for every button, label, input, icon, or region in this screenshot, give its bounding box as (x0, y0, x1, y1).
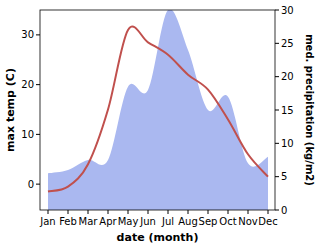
tick-label: 25 (281, 38, 294, 49)
tick (128, 210, 129, 214)
precipitation-area (48, 10, 268, 210)
tick (36, 84, 40, 85)
tick-label: 5 (281, 171, 287, 182)
tick-label: Jun (139, 216, 156, 227)
tick (275, 110, 279, 111)
tick (148, 210, 149, 214)
tick (168, 210, 169, 214)
frame (40, 10, 275, 210)
tick-label: Aug (178, 216, 198, 227)
axis-label: max temp (C) (4, 68, 17, 152)
tick-label: 10 (21, 129, 34, 140)
tick-label: Jul (161, 216, 174, 227)
tick (68, 210, 69, 214)
tick (268, 210, 269, 214)
temp-line (48, 26, 268, 191)
tick (275, 10, 279, 11)
tick (48, 210, 49, 214)
chart: 0 10 20 30 0 5 10 15 20 25 30 Jan FebMarAprMayJun Jul… (0, 0, 318, 247)
tick (228, 210, 229, 214)
tick (248, 210, 249, 214)
tick-label: 10 (281, 138, 294, 149)
tick-label: Apr (99, 216, 117, 227)
tick (275, 210, 279, 211)
tick (275, 176, 279, 177)
tick-label: 30 (21, 29, 34, 40)
tick (36, 134, 40, 135)
tick (36, 34, 40, 35)
tick-label: Jan (39, 216, 55, 227)
tick-label: Dec (258, 216, 277, 227)
axis-label: med. precipitation (kg/m2) (304, 34, 315, 186)
tick-label: 20 (281, 71, 294, 82)
plot-area (48, 10, 268, 210)
tick (88, 210, 89, 214)
tick (275, 76, 279, 77)
tick (188, 210, 189, 214)
tick (275, 43, 279, 44)
tick-label: 0 (281, 205, 287, 216)
tick-label: 0 (28, 179, 34, 190)
tick-label: 15 (281, 105, 294, 116)
tick (108, 210, 109, 214)
tick (208, 210, 209, 214)
tick (36, 184, 40, 185)
tick-label: Mar (79, 216, 99, 227)
tick-label: Oct (219, 216, 236, 227)
tick-label: 30 (281, 5, 294, 16)
axis-label: date (month) (117, 231, 199, 244)
tick-label: May (118, 216, 139, 227)
tick-label: Sep (199, 216, 218, 227)
tick (275, 143, 279, 144)
tick-label: 20 (21, 79, 34, 90)
tick-label: Feb (59, 216, 77, 227)
tick-label: Nov (238, 216, 258, 227)
